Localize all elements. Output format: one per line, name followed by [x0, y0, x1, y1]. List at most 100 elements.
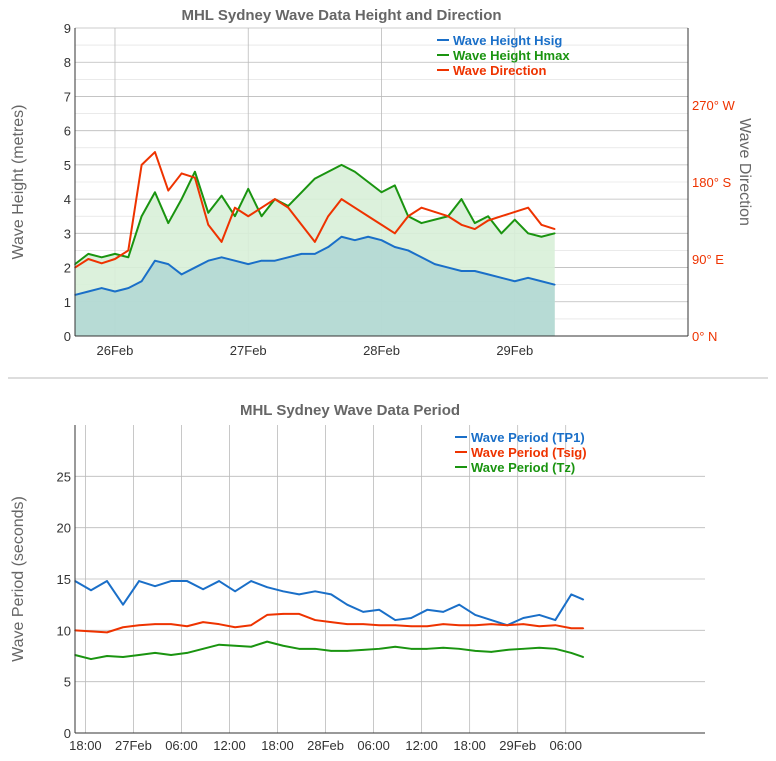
data-point: [266, 586, 268, 589]
data-point: [220, 241, 223, 243]
data-point: [298, 593, 300, 596]
data-point: [282, 644, 284, 647]
data-point: [234, 626, 236, 629]
data-point: [327, 215, 329, 218]
data-point: [247, 263, 250, 265]
data-point: [90, 658, 92, 660]
data-point: [426, 648, 429, 650]
data-point: [380, 223, 383, 226]
data-point: [522, 648, 525, 650]
data-point: [122, 656, 124, 658]
data-point: [410, 617, 413, 619]
data-point: [513, 211, 516, 213]
data-point: [202, 648, 204, 650]
data-point: [538, 646, 541, 649]
data-point: [170, 654, 172, 656]
data-point: [170, 580, 172, 582]
data-point: [207, 223, 210, 226]
legend-label: Wave Period (Tsig): [471, 445, 587, 460]
data-point: [522, 617, 525, 619]
data-point: [500, 215, 503, 218]
y-tick-label: 4: [64, 192, 71, 207]
data-point: [487, 273, 489, 276]
x-tick-label: 06:00: [549, 738, 582, 753]
x-tick-label: 26Feb: [97, 343, 134, 358]
y2-tick-label: 0° N: [692, 329, 717, 344]
data-point: [362, 649, 364, 651]
data-point: [247, 215, 250, 218]
data-point: [250, 580, 252, 582]
data-point: [314, 177, 316, 180]
data-point: [138, 654, 140, 656]
data-point: [282, 613, 284, 615]
data-point: [380, 191, 383, 194]
data-point: [394, 619, 397, 621]
data-point: [553, 232, 556, 235]
data-point: [442, 623, 445, 625]
data-point: [410, 648, 413, 650]
x-tick-label: 12:00: [405, 738, 438, 753]
data-point: [234, 206, 236, 209]
data-point: [106, 631, 108, 634]
data-point: [487, 219, 489, 222]
y-tick-label: 7: [64, 89, 71, 104]
data-point: [127, 256, 130, 259]
legend-label: Wave Height Hmax: [453, 48, 570, 63]
x-tick-label: 29Feb: [499, 738, 536, 753]
data-point: [346, 603, 348, 606]
data-point: [154, 151, 156, 153]
data-point: [140, 164, 143, 166]
y-tick-label: 0: [64, 329, 71, 344]
data-point: [127, 287, 130, 289]
data-point: [194, 266, 196, 269]
data-point: [122, 626, 124, 629]
data-point: [354, 239, 356, 241]
legend-label: Wave Period (Tz): [471, 460, 575, 475]
data-point: [540, 223, 543, 226]
data-point: [300, 253, 303, 255]
x-tick-label: 29Feb: [496, 343, 533, 358]
x-tick-label: 18:00: [261, 738, 294, 753]
data-point: [234, 644, 236, 647]
data-point: [218, 643, 220, 646]
data-point: [314, 241, 316, 243]
data-point: [100, 256, 103, 259]
data-point: [407, 249, 409, 252]
data-point: [127, 249, 130, 252]
x-tick-label: 27Feb: [230, 343, 267, 358]
data-point: [522, 623, 525, 625]
data-point: [207, 212, 210, 214]
data-point: [220, 194, 223, 197]
data-point: [140, 215, 143, 218]
data-point: [458, 648, 461, 650]
data-point: [570, 627, 573, 630]
data-point: [194, 170, 196, 173]
data-point: [378, 624, 380, 626]
data-point: [87, 290, 90, 293]
x-tick-label: 06:00: [357, 738, 390, 753]
data-point: [394, 232, 396, 235]
data-point: [474, 614, 477, 616]
data-point: [553, 283, 556, 286]
x-tick-label: 12:00: [213, 738, 246, 753]
data-point: [314, 253, 316, 255]
data-point: [314, 619, 316, 621]
data-point: [420, 256, 423, 259]
data-point: [207, 259, 210, 262]
series-area: [75, 236, 555, 336]
data-point: [186, 652, 188, 654]
data-point: [490, 619, 493, 621]
data-point: [447, 215, 449, 218]
data-point: [106, 655, 108, 657]
data-point: [553, 228, 556, 230]
data-point: [250, 645, 252, 648]
data-point: [106, 580, 108, 582]
y2-tick-label: 270° W: [692, 98, 736, 113]
data-point: [582, 656, 585, 658]
x-tick-label: 28Feb: [307, 738, 344, 753]
data-point: [346, 623, 348, 625]
data-point: [500, 232, 503, 235]
data-point: [420, 222, 423, 224]
data-point: [114, 290, 116, 293]
data-point: [140, 280, 143, 283]
